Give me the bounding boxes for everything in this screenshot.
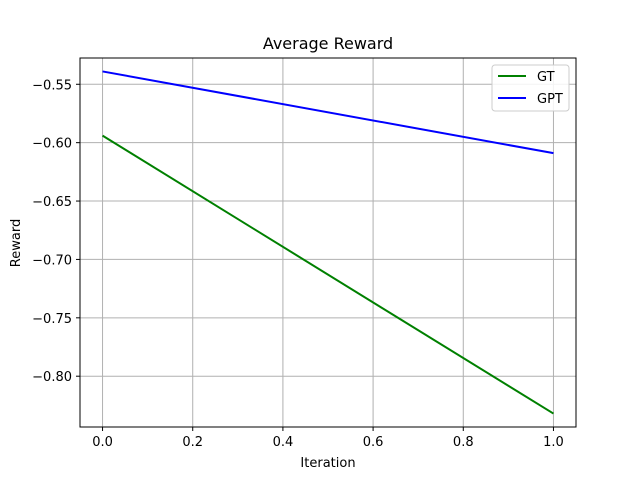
axis-ticks: 0.0 0.2 0.4 0.6 0.8 1.0 −0.55 −0.60 −0.65 −0.70 −0… xyxy=(32,78,564,450)
legend-label-gt: GT xyxy=(537,70,555,85)
legend-label-gpt: GPT xyxy=(537,92,563,107)
y-tick-label: −0.60 xyxy=(32,137,72,152)
y-tick-label: −0.80 xyxy=(32,370,72,385)
x-tick-label: 1.0 xyxy=(543,435,564,450)
y-axis-label: Reward xyxy=(9,219,24,267)
y-tick-label: −0.75 xyxy=(32,312,72,327)
series-lines xyxy=(102,70,554,415)
y-tick-label: −0.70 xyxy=(32,253,72,268)
series-line-gpt xyxy=(102,70,554,155)
x-tick-label: 0.0 xyxy=(92,435,113,450)
plot-frame xyxy=(79,57,577,428)
x-tick-label: 0.4 xyxy=(273,435,294,450)
x-tick-label: 0.6 xyxy=(363,435,384,450)
series-line-gt xyxy=(102,134,554,415)
x-axis-label: Iteration xyxy=(300,456,355,471)
x-tick-label: 0.2 xyxy=(182,435,203,450)
grid xyxy=(80,58,576,427)
x-tick-label: 0.8 xyxy=(453,435,474,450)
y-tick-label: −0.65 xyxy=(32,195,72,210)
legend: GT GPT xyxy=(491,64,570,112)
y-tick-label: −0.55 xyxy=(32,78,72,93)
chart-title: Average Reward xyxy=(263,34,393,53)
